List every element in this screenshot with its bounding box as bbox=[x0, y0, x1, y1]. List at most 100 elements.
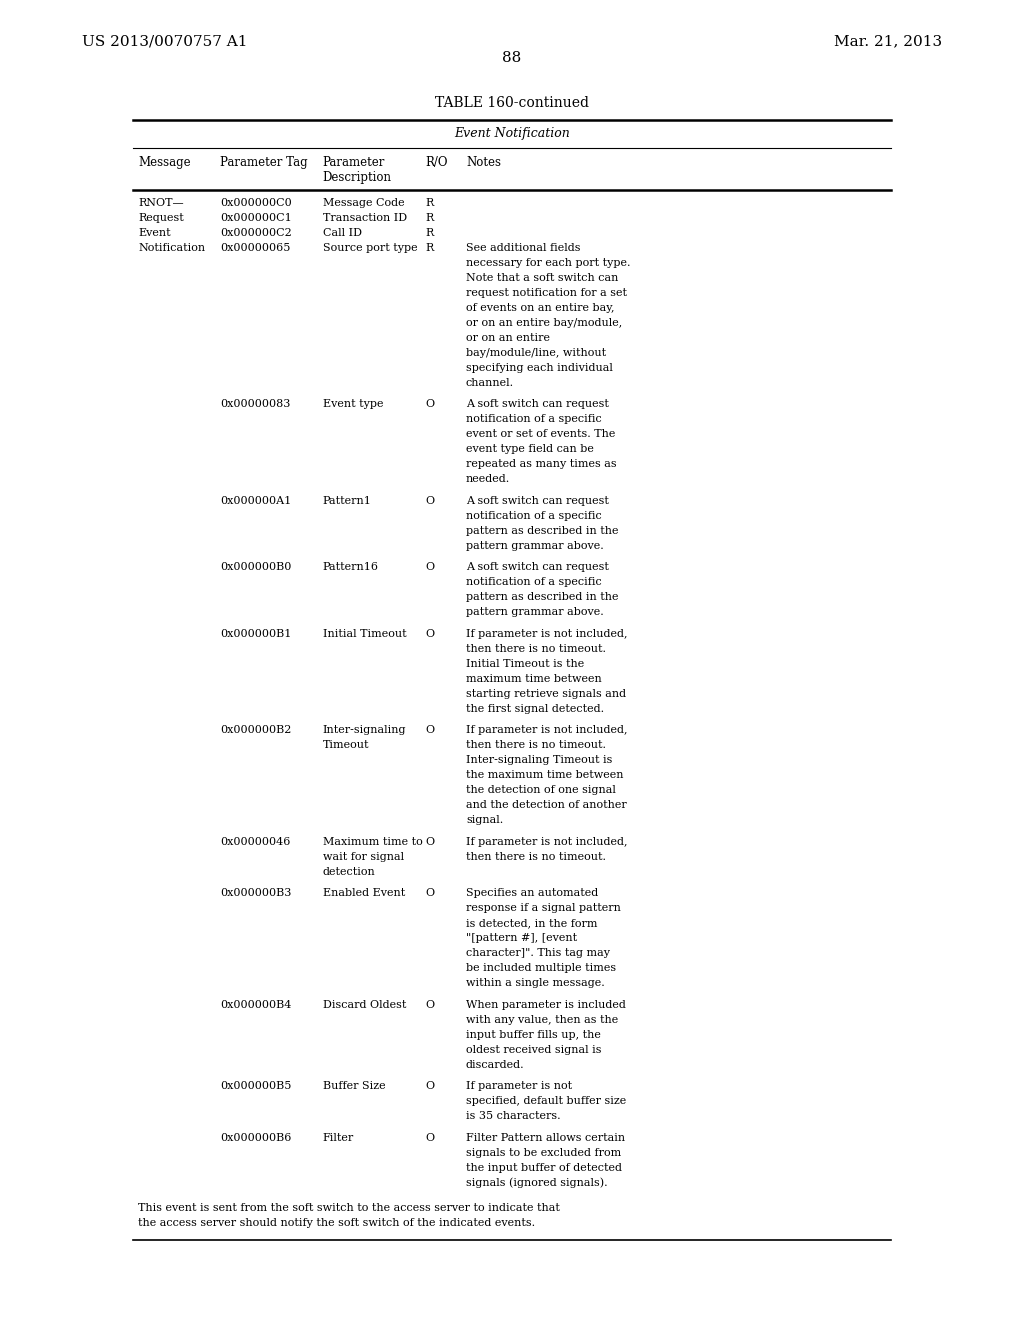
Text: O: O bbox=[425, 496, 434, 506]
Text: Mar. 21, 2013: Mar. 21, 2013 bbox=[834, 34, 942, 49]
Text: and the detection of another: and the detection of another bbox=[466, 800, 627, 810]
Text: Initial Timeout is the: Initial Timeout is the bbox=[466, 659, 584, 669]
Text: discarded.: discarded. bbox=[466, 1060, 524, 1069]
Text: R: R bbox=[425, 228, 433, 238]
Text: the access server should notify the soft switch of the indicated events.: the access server should notify the soft… bbox=[138, 1218, 536, 1229]
Text: 0x000000B1: 0x000000B1 bbox=[220, 628, 292, 639]
Text: then there is no timeout.: then there is no timeout. bbox=[466, 644, 606, 653]
Text: When parameter is included: When parameter is included bbox=[466, 1001, 626, 1010]
Text: O: O bbox=[425, 726, 434, 735]
Text: notification of a specific: notification of a specific bbox=[466, 511, 602, 521]
Text: or on an entire: or on an entire bbox=[466, 333, 550, 343]
Text: This event is sent from the soft switch to the access server to indicate that: This event is sent from the soft switch … bbox=[138, 1204, 560, 1213]
Text: 0x00000083: 0x00000083 bbox=[220, 400, 291, 409]
Text: 0x000000B0: 0x000000B0 bbox=[220, 562, 292, 573]
Text: Message Code: Message Code bbox=[323, 198, 404, 209]
Text: within a single message.: within a single message. bbox=[466, 978, 604, 989]
Text: Transaction ID: Transaction ID bbox=[323, 213, 407, 223]
Text: Filter Pattern allows certain: Filter Pattern allows certain bbox=[466, 1133, 625, 1143]
Text: If parameter is not included,: If parameter is not included, bbox=[466, 726, 628, 735]
Text: Enabled Event: Enabled Event bbox=[323, 888, 404, 899]
Text: be included multiple times: be included multiple times bbox=[466, 964, 616, 973]
Text: channel.: channel. bbox=[466, 378, 514, 388]
Text: 88: 88 bbox=[503, 51, 521, 66]
Text: 0x000000B2: 0x000000B2 bbox=[220, 726, 292, 735]
Text: 0x000000C2: 0x000000C2 bbox=[220, 228, 292, 238]
Text: RNOT—: RNOT— bbox=[138, 198, 184, 209]
Text: "[pattern #], [event: "[pattern #], [event bbox=[466, 933, 578, 944]
Text: O: O bbox=[425, 1081, 434, 1092]
Text: signals to be excluded from: signals to be excluded from bbox=[466, 1148, 622, 1158]
Text: Pattern1: Pattern1 bbox=[323, 496, 372, 506]
Text: R: R bbox=[425, 213, 433, 223]
Text: necessary for each port type.: necessary for each port type. bbox=[466, 257, 631, 268]
Text: Notification: Notification bbox=[138, 243, 206, 253]
Text: Call ID: Call ID bbox=[323, 228, 361, 238]
Text: specified, default buffer size: specified, default buffer size bbox=[466, 1097, 626, 1106]
Text: Message: Message bbox=[138, 156, 190, 169]
Text: 0x000000A1: 0x000000A1 bbox=[220, 496, 292, 506]
Text: pattern grammar above.: pattern grammar above. bbox=[466, 607, 604, 618]
Text: If parameter is not included,: If parameter is not included, bbox=[466, 837, 628, 847]
Text: needed.: needed. bbox=[466, 474, 510, 484]
Text: or on an entire bay/module,: or on an entire bay/module, bbox=[466, 318, 623, 327]
Text: R/O: R/O bbox=[425, 156, 447, 169]
Text: notification of a specific: notification of a specific bbox=[466, 414, 602, 424]
Text: 0x000000C1: 0x000000C1 bbox=[220, 213, 292, 223]
Text: request notification for a set: request notification for a set bbox=[466, 288, 627, 298]
Text: Event: Event bbox=[138, 228, 171, 238]
Text: O: O bbox=[425, 1133, 434, 1143]
Text: then there is no timeout.: then there is no timeout. bbox=[466, 851, 606, 862]
Text: A soft switch can request: A soft switch can request bbox=[466, 562, 609, 573]
Text: Event type: Event type bbox=[323, 400, 383, 409]
Text: O: O bbox=[425, 400, 434, 409]
Text: 0x000000B5: 0x000000B5 bbox=[220, 1081, 292, 1092]
Text: Parameter Tag: Parameter Tag bbox=[220, 156, 308, 169]
Text: A soft switch can request: A soft switch can request bbox=[466, 496, 609, 506]
Text: bay/module/line, without: bay/module/line, without bbox=[466, 348, 606, 358]
Text: 0x000000C0: 0x000000C0 bbox=[220, 198, 292, 209]
Text: O: O bbox=[425, 628, 434, 639]
Text: is detected, in the form: is detected, in the form bbox=[466, 919, 597, 928]
Text: repeated as many times as: repeated as many times as bbox=[466, 459, 616, 470]
Text: of events on an entire bay,: of events on an entire bay, bbox=[466, 302, 614, 313]
Text: O: O bbox=[425, 837, 434, 847]
Text: Specifies an automated: Specifies an automated bbox=[466, 888, 598, 899]
Text: signal.: signal. bbox=[466, 816, 503, 825]
Text: If parameter is not included,: If parameter is not included, bbox=[466, 628, 628, 639]
Text: R: R bbox=[425, 198, 433, 209]
Text: A soft switch can request: A soft switch can request bbox=[466, 400, 609, 409]
Text: starting retrieve signals and: starting retrieve signals and bbox=[466, 689, 626, 698]
Text: the input buffer of detected: the input buffer of detected bbox=[466, 1163, 622, 1173]
Text: pattern as described in the: pattern as described in the bbox=[466, 525, 618, 536]
Text: event or set of events. The: event or set of events. The bbox=[466, 429, 615, 440]
Text: 0x00000046: 0x00000046 bbox=[220, 837, 291, 847]
Text: input buffer fills up, the: input buffer fills up, the bbox=[466, 1030, 601, 1040]
Text: signals (ignored signals).: signals (ignored signals). bbox=[466, 1177, 607, 1188]
Text: Description: Description bbox=[323, 172, 391, 185]
Text: 0x000000B4: 0x000000B4 bbox=[220, 1001, 292, 1010]
Text: Discard Oldest: Discard Oldest bbox=[323, 1001, 406, 1010]
Text: Buffer Size: Buffer Size bbox=[323, 1081, 385, 1092]
Text: with any value, then as the: with any value, then as the bbox=[466, 1015, 618, 1024]
Text: O: O bbox=[425, 888, 434, 899]
Text: event type field can be: event type field can be bbox=[466, 445, 594, 454]
Text: Parameter: Parameter bbox=[323, 156, 385, 169]
Text: the detection of one signal: the detection of one signal bbox=[466, 785, 615, 796]
Text: Pattern16: Pattern16 bbox=[323, 562, 379, 573]
Text: Maximum time to: Maximum time to bbox=[323, 837, 422, 847]
Text: maximum time between: maximum time between bbox=[466, 675, 602, 684]
Text: detection: detection bbox=[323, 867, 376, 876]
Text: Filter: Filter bbox=[323, 1133, 354, 1143]
Text: Event Notification: Event Notification bbox=[454, 127, 570, 140]
Text: 0x00000065: 0x00000065 bbox=[220, 243, 291, 253]
Text: the maximum time between: the maximum time between bbox=[466, 771, 624, 780]
Text: Note that a soft switch can: Note that a soft switch can bbox=[466, 273, 618, 282]
Text: 0x000000B6: 0x000000B6 bbox=[220, 1133, 292, 1143]
Text: oldest received signal is: oldest received signal is bbox=[466, 1045, 601, 1055]
Text: character]". This tag may: character]". This tag may bbox=[466, 948, 610, 958]
Text: Source port type: Source port type bbox=[323, 243, 417, 253]
Text: Timeout: Timeout bbox=[323, 741, 369, 750]
Text: 0x000000B3: 0x000000B3 bbox=[220, 888, 292, 899]
Text: wait for signal: wait for signal bbox=[323, 851, 403, 862]
